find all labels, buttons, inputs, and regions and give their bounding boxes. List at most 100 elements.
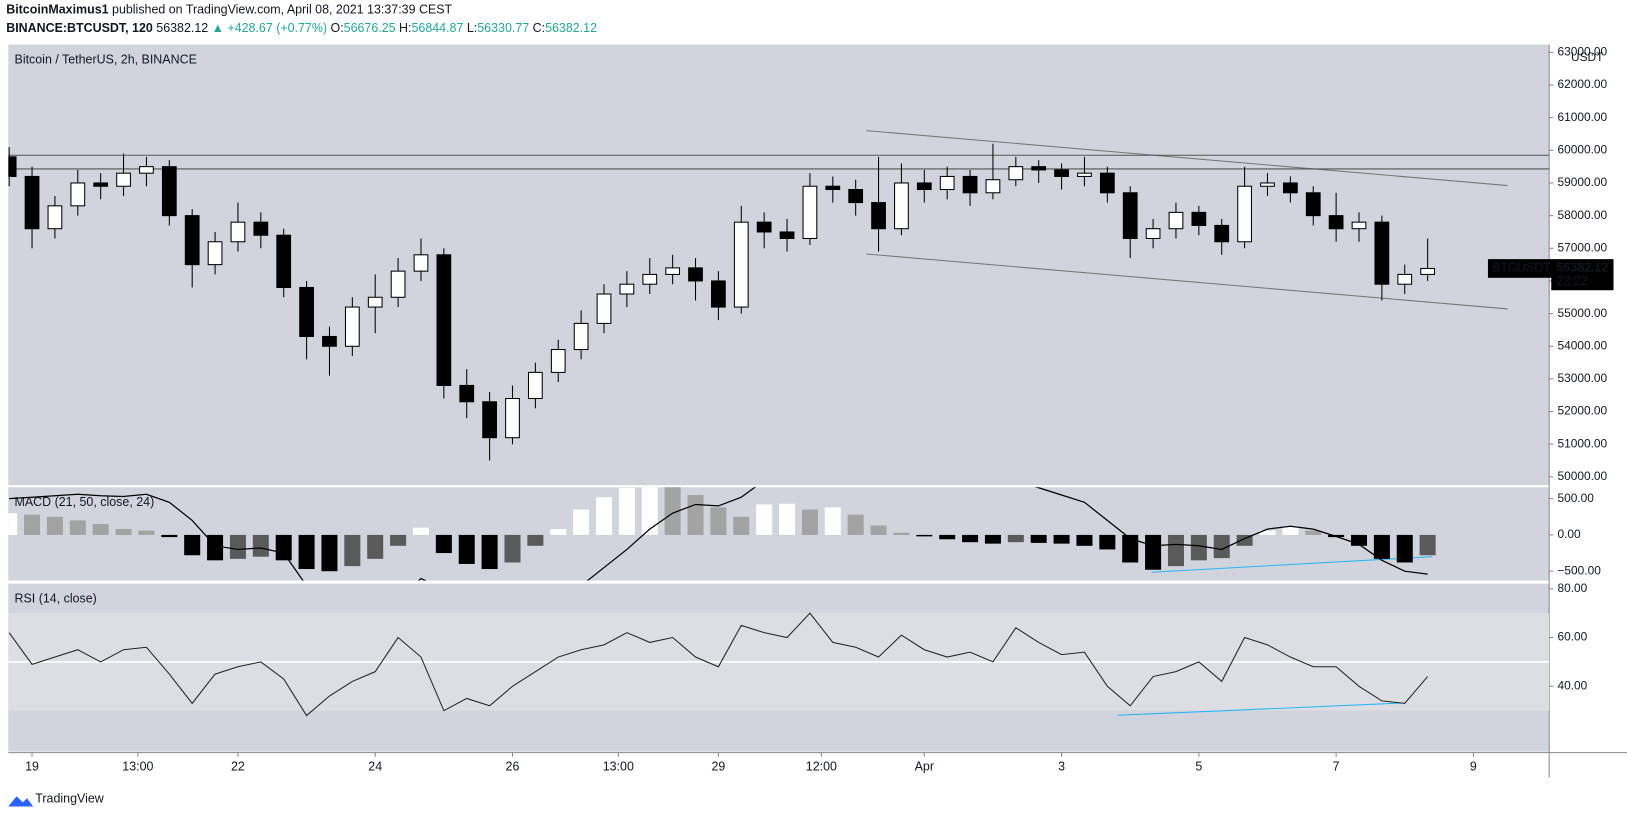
histogram-bar xyxy=(733,516,750,535)
candle-body xyxy=(139,166,154,174)
histogram-bar xyxy=(1282,526,1299,535)
x-tick-label: 19 xyxy=(25,759,39,773)
candle-body xyxy=(299,286,314,337)
candle-body xyxy=(1054,169,1069,177)
pane-title: Bitcoin / TetherUS, 2h, BINANCE xyxy=(15,52,197,66)
x-tick-label: 7 xyxy=(1333,759,1340,773)
candle-body xyxy=(1145,228,1161,240)
histogram-bar xyxy=(756,504,773,535)
histogram-bar xyxy=(1099,534,1116,550)
candle-body xyxy=(527,371,543,400)
candle-body xyxy=(1031,166,1047,171)
candle-body xyxy=(1397,273,1413,285)
x-tick-label: 12:00 xyxy=(806,759,837,773)
histogram-bar xyxy=(1396,534,1413,563)
histogram-bar xyxy=(1373,534,1390,559)
header-line-1: BitcoinMaximus1 published on TradingView… xyxy=(6,3,452,17)
histogram-bar xyxy=(24,514,41,535)
pane-title: MACD (21, 50, close, 24) xyxy=(15,495,155,509)
candle-body xyxy=(962,175,978,194)
histogram-bar xyxy=(115,529,132,535)
ohlc-value: 56330.77 xyxy=(477,21,529,35)
x-tick-label: 9 xyxy=(1470,759,1477,773)
candle-body xyxy=(505,397,520,439)
histogram-bar xyxy=(298,534,315,570)
candle-body xyxy=(825,185,841,191)
y-tick-label: 60000.00 xyxy=(1557,142,1607,156)
candle-body xyxy=(1168,211,1184,230)
candle-body xyxy=(70,182,86,207)
candle-body xyxy=(1122,192,1138,240)
candle-body xyxy=(413,254,429,272)
candle-body xyxy=(756,221,772,233)
histogram-bar xyxy=(595,497,613,535)
candle-body xyxy=(642,273,658,285)
candle-body xyxy=(779,231,795,240)
trendline xyxy=(1117,702,1406,716)
histogram-bar xyxy=(458,534,475,564)
candle-body xyxy=(1008,166,1024,181)
pane-title: RSI (14, close) xyxy=(15,592,97,606)
x-tick-label: 3 xyxy=(1058,759,1065,773)
y-tick-label: 54000.00 xyxy=(1557,338,1607,352)
symbol: BINANCE:BTCUSDT, 120 xyxy=(6,21,153,35)
y-tick-label: 57000.00 xyxy=(1557,240,1607,254)
x-tick-label: Apr xyxy=(915,759,934,773)
histogram-bar xyxy=(412,527,429,535)
histogram-bar xyxy=(321,534,338,572)
histogram-bar xyxy=(1259,530,1276,535)
histogram-bar xyxy=(527,534,544,546)
candle-body xyxy=(711,280,726,308)
ohlc-value: 56382.12 xyxy=(545,21,597,35)
ohlc-value: 56844.87 xyxy=(411,21,463,35)
histogram-bar xyxy=(161,534,178,538)
trendline xyxy=(866,130,1508,187)
histogram-bar xyxy=(916,534,933,537)
candle-body xyxy=(390,270,406,298)
histogram-bar xyxy=(435,534,452,554)
x-tick-label: 29 xyxy=(711,759,725,773)
histogram-bar xyxy=(618,487,635,535)
ohlc-label: L: xyxy=(467,21,477,35)
histogram-bar xyxy=(344,534,361,567)
last-price: 56382.12 xyxy=(156,21,208,35)
y-tick-label: 59000.00 xyxy=(1557,175,1607,189)
histogram-bar xyxy=(779,503,796,535)
x-tick-label: 26 xyxy=(506,759,520,773)
histogram-bar xyxy=(275,534,292,561)
candle-body xyxy=(1237,185,1252,243)
candle-body xyxy=(939,175,955,191)
candle-body xyxy=(459,384,475,403)
y-tick-label: 51000.00 xyxy=(1557,436,1607,450)
price-tag-countdown: 22:22 xyxy=(1556,274,1587,288)
candle-body xyxy=(1282,182,1298,194)
candle-body xyxy=(24,175,40,230)
candle-body xyxy=(344,306,360,347)
y-tick-label: −500.00 xyxy=(1557,563,1601,577)
candle-body xyxy=(573,322,589,351)
histogram-bar xyxy=(1007,534,1024,543)
candle-body xyxy=(1351,221,1367,230)
candle-body xyxy=(253,221,269,236)
histogram-bar xyxy=(8,513,18,535)
histogram-bar xyxy=(46,516,63,535)
histogram-bar xyxy=(710,507,727,535)
author: BitcoinMaximus1 xyxy=(6,3,108,17)
histogram-bar xyxy=(1053,534,1070,544)
pane-content xyxy=(8,487,1436,581)
candle-body xyxy=(1099,172,1115,194)
histogram-bar xyxy=(687,495,704,535)
candle-body xyxy=(802,185,818,240)
candle-body xyxy=(184,215,200,266)
y-axis: 500.00 0.00 −500.00 xyxy=(1549,491,1601,577)
histogram-bar xyxy=(1122,534,1139,563)
histogram-bar xyxy=(1350,534,1368,546)
histogram-bar xyxy=(1305,530,1322,535)
y-axis: 50000.00 51000.00 52000.00 53000.00 54000.00… xyxy=(1549,45,1608,483)
y-tick-label: 40.00 xyxy=(1557,678,1587,692)
y-tick-label: 50000.00 xyxy=(1557,469,1607,483)
histogram-bar xyxy=(801,509,818,535)
candle-body xyxy=(894,182,909,230)
y-tick-label: 61000.00 xyxy=(1557,110,1607,124)
